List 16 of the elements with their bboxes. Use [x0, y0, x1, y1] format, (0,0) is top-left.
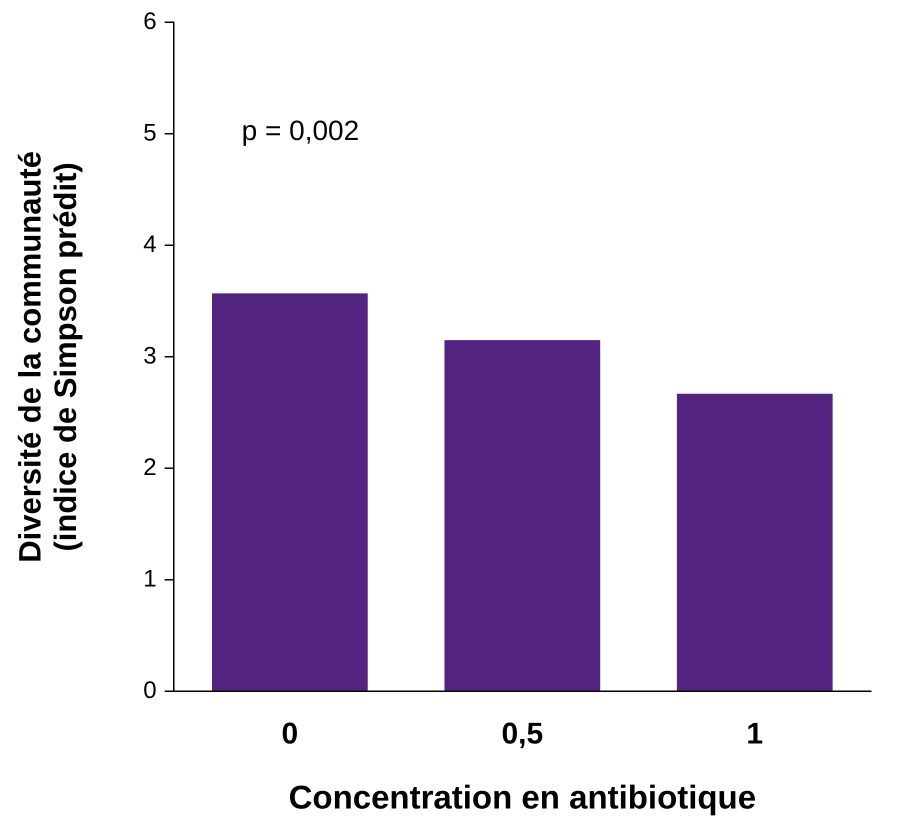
y-tick-label: 0 — [143, 677, 157, 704]
x-tick-label: 1 — [746, 718, 764, 751]
bar — [676, 394, 833, 691]
y-tick-label: 5 — [143, 120, 157, 147]
bar — [444, 340, 600, 691]
y-tick-label: 4 — [143, 231, 157, 258]
x-tick-label: 0,5 — [501, 718, 544, 751]
y-tick-label: 6 — [143, 8, 157, 36]
y-tick-label: 2 — [143, 454, 157, 482]
x-tick-label: 0 — [282, 718, 298, 751]
y-tick-label: 3 — [143, 342, 157, 370]
y-axis-title: Diversité de la communauté (indice de Simpson prédit) — [12, 151, 84, 563]
bar — [212, 293, 368, 691]
annotation: p = 0,002 — [242, 115, 360, 146]
x-axis-title: Concentration en antibiotique — [288, 778, 756, 816]
y-tick-label: 1 — [143, 566, 157, 593]
